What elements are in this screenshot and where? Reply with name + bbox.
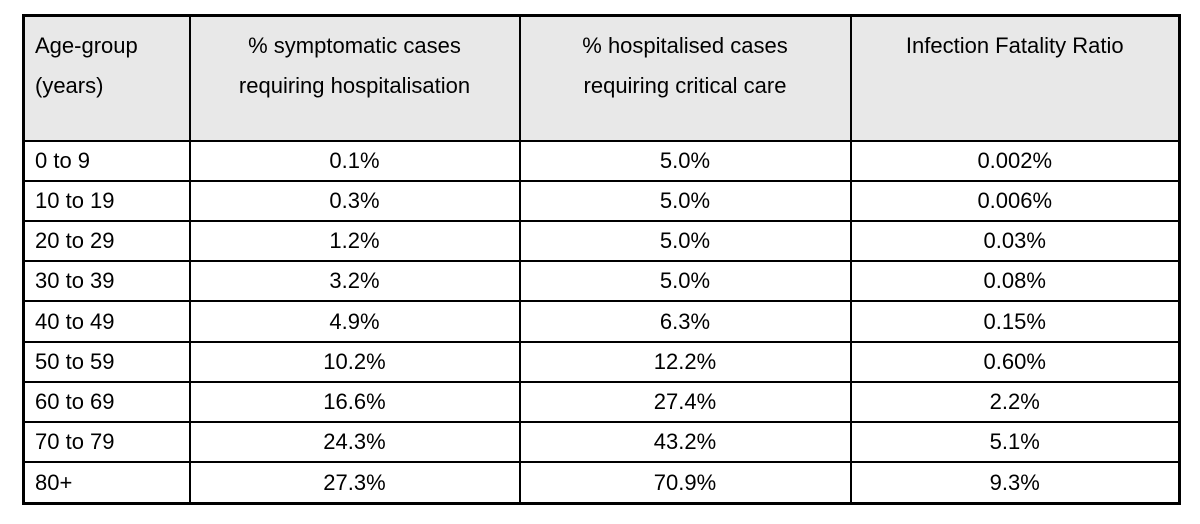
cell-age: 10 to 19 bbox=[22, 179, 191, 222]
cell-ifr: 2.2% bbox=[849, 380, 1181, 424]
cell-symptomatic: 27.3% bbox=[188, 461, 521, 505]
cell-critical: 5.0% bbox=[518, 219, 852, 263]
table-row: 10 to 19 0.3% 5.0% 0.006% bbox=[22, 179, 1181, 222]
cell-critical: 5.0% bbox=[518, 139, 852, 182]
column-header-symptomatic-hospitalisation: % symptomatic cases requiring hospitalis… bbox=[188, 14, 521, 142]
severity-table-container: Age-group (years) % symptomatic cases re… bbox=[22, 14, 1181, 505]
cell-symptomatic: 16.6% bbox=[188, 380, 521, 424]
cell-symptomatic: 0.1% bbox=[188, 139, 521, 182]
cell-critical: 12.2% bbox=[518, 340, 852, 383]
cell-age: 20 to 29 bbox=[22, 219, 191, 263]
cell-age: 80+ bbox=[22, 461, 191, 505]
cell-ifr: 0.002% bbox=[849, 139, 1181, 182]
cell-symptomatic: 3.2% bbox=[188, 260, 521, 303]
table-body: 0 to 9 0.1% 5.0% 0.002% 10 to 19 0.3% 5.… bbox=[22, 139, 1181, 505]
cell-critical: 43.2% bbox=[518, 421, 852, 464]
cell-symptomatic: 0.3% bbox=[188, 179, 521, 222]
cell-age: 70 to 79 bbox=[22, 421, 191, 464]
cell-critical: 5.0% bbox=[518, 179, 852, 222]
cell-critical: 6.3% bbox=[518, 300, 852, 343]
cell-symptomatic: 10.2% bbox=[188, 340, 521, 383]
cell-symptomatic: 24.3% bbox=[188, 421, 521, 464]
table-row: 20 to 29 1.2% 5.0% 0.03% bbox=[22, 219, 1181, 263]
cell-age: 50 to 59 bbox=[22, 340, 191, 383]
table-row: 70 to 79 24.3% 43.2% 5.1% bbox=[22, 421, 1181, 464]
table-row: 60 to 69 16.6% 27.4% 2.2% bbox=[22, 380, 1181, 424]
cell-age: 60 to 69 bbox=[22, 380, 191, 424]
cell-ifr: 0.03% bbox=[849, 219, 1181, 263]
cell-age: 0 to 9 bbox=[22, 139, 191, 182]
column-header-infection-fatality-ratio: Infection Fatality Ratio bbox=[849, 14, 1181, 142]
header-row: Age-group (years) % symptomatic cases re… bbox=[22, 14, 1181, 142]
cell-ifr: 0.60% bbox=[849, 340, 1181, 383]
cell-symptomatic: 4.9% bbox=[188, 300, 521, 343]
cell-critical: 27.4% bbox=[518, 380, 852, 424]
table-row: 40 to 49 4.9% 6.3% 0.15% bbox=[22, 300, 1181, 343]
table-header: Age-group (years) % symptomatic cases re… bbox=[22, 14, 1181, 142]
table-row: 30 to 39 3.2% 5.0% 0.08% bbox=[22, 260, 1181, 303]
table-row: 0 to 9 0.1% 5.0% 0.002% bbox=[22, 139, 1181, 182]
cell-age: 30 to 39 bbox=[22, 260, 191, 303]
column-header-hospitalised-critical-care: % hospitalised cases requiring critical … bbox=[518, 14, 852, 142]
table-row: 80+ 27.3% 70.9% 9.3% bbox=[22, 461, 1181, 505]
cell-ifr: 0.08% bbox=[849, 260, 1181, 303]
cell-ifr: 9.3% bbox=[849, 461, 1181, 505]
cell-ifr: 5.1% bbox=[849, 421, 1181, 464]
cell-symptomatic: 1.2% bbox=[188, 219, 521, 263]
cell-ifr: 0.006% bbox=[849, 179, 1181, 222]
table-row: 50 to 59 10.2% 12.2% 0.60% bbox=[22, 340, 1181, 383]
cell-ifr: 0.15% bbox=[849, 300, 1181, 343]
cell-critical: 5.0% bbox=[518, 260, 852, 303]
severity-table: Age-group (years) % symptomatic cases re… bbox=[22, 14, 1181, 505]
column-header-age-group: Age-group (years) bbox=[22, 14, 191, 142]
cell-critical: 70.9% bbox=[518, 461, 852, 505]
cell-age: 40 to 49 bbox=[22, 300, 191, 343]
